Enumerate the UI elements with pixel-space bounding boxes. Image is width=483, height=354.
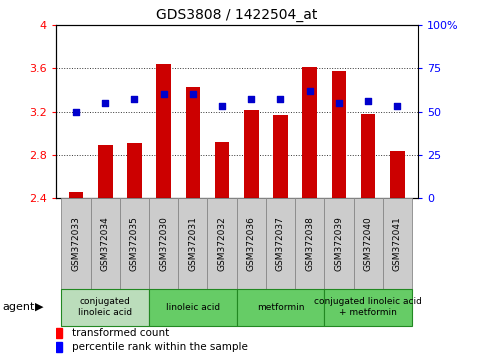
Point bbox=[72, 109, 80, 114]
Text: ▶: ▶ bbox=[35, 302, 44, 312]
FancyBboxPatch shape bbox=[61, 198, 91, 289]
Point bbox=[101, 100, 109, 105]
Text: transformed count: transformed count bbox=[72, 328, 169, 338]
Point bbox=[218, 103, 226, 109]
FancyBboxPatch shape bbox=[208, 198, 237, 289]
Text: linoleic acid: linoleic acid bbox=[166, 303, 220, 312]
Text: GSM372030: GSM372030 bbox=[159, 216, 168, 271]
Bar bbox=[332, 72, 346, 198]
Bar bbox=[127, 143, 142, 198]
FancyBboxPatch shape bbox=[324, 289, 412, 326]
Text: GSM372034: GSM372034 bbox=[101, 216, 110, 271]
Text: GSM372033: GSM372033 bbox=[71, 216, 81, 271]
Text: GSM372031: GSM372031 bbox=[188, 216, 198, 271]
Bar bbox=[156, 64, 171, 198]
FancyBboxPatch shape bbox=[237, 289, 324, 326]
Text: GSM372041: GSM372041 bbox=[393, 216, 402, 271]
Text: GSM372039: GSM372039 bbox=[334, 216, 343, 271]
Text: conjugated
linoleic acid: conjugated linoleic acid bbox=[78, 297, 132, 317]
Text: GSM372032: GSM372032 bbox=[217, 216, 227, 271]
Text: GSM372036: GSM372036 bbox=[247, 216, 256, 271]
Text: GSM372040: GSM372040 bbox=[364, 216, 372, 271]
Bar bbox=[98, 145, 113, 198]
FancyBboxPatch shape bbox=[295, 198, 324, 289]
Bar bbox=[69, 192, 83, 198]
FancyBboxPatch shape bbox=[266, 198, 295, 289]
Point bbox=[130, 97, 138, 102]
Bar bbox=[56, 342, 62, 352]
FancyBboxPatch shape bbox=[383, 198, 412, 289]
Text: percentile rank within the sample: percentile rank within the sample bbox=[72, 342, 248, 352]
Bar bbox=[215, 142, 229, 198]
FancyBboxPatch shape bbox=[91, 198, 120, 289]
Bar bbox=[56, 328, 62, 338]
FancyBboxPatch shape bbox=[149, 289, 237, 326]
Bar bbox=[185, 87, 200, 198]
Text: GSM372035: GSM372035 bbox=[130, 216, 139, 271]
Text: GSM372037: GSM372037 bbox=[276, 216, 285, 271]
Point bbox=[189, 91, 197, 97]
FancyBboxPatch shape bbox=[120, 198, 149, 289]
Text: GSM372038: GSM372038 bbox=[305, 216, 314, 271]
Point bbox=[247, 97, 255, 102]
Bar bbox=[302, 67, 317, 198]
FancyBboxPatch shape bbox=[324, 198, 354, 289]
FancyBboxPatch shape bbox=[61, 289, 149, 326]
Point bbox=[306, 88, 313, 93]
Bar bbox=[390, 150, 405, 198]
Point bbox=[335, 100, 343, 105]
Text: conjugated linoleic acid
+ metformin: conjugated linoleic acid + metformin bbox=[314, 297, 422, 317]
Text: agent: agent bbox=[2, 302, 35, 312]
Point bbox=[277, 97, 284, 102]
FancyBboxPatch shape bbox=[178, 198, 208, 289]
Bar bbox=[273, 115, 288, 198]
FancyBboxPatch shape bbox=[354, 198, 383, 289]
Bar bbox=[361, 114, 375, 198]
Title: GDS3808 / 1422504_at: GDS3808 / 1422504_at bbox=[156, 8, 317, 22]
Point bbox=[364, 98, 372, 104]
Text: metformin: metformin bbox=[257, 303, 304, 312]
Point bbox=[160, 91, 168, 97]
FancyBboxPatch shape bbox=[149, 198, 178, 289]
FancyBboxPatch shape bbox=[237, 198, 266, 289]
Bar bbox=[244, 110, 258, 198]
Point bbox=[394, 103, 401, 109]
